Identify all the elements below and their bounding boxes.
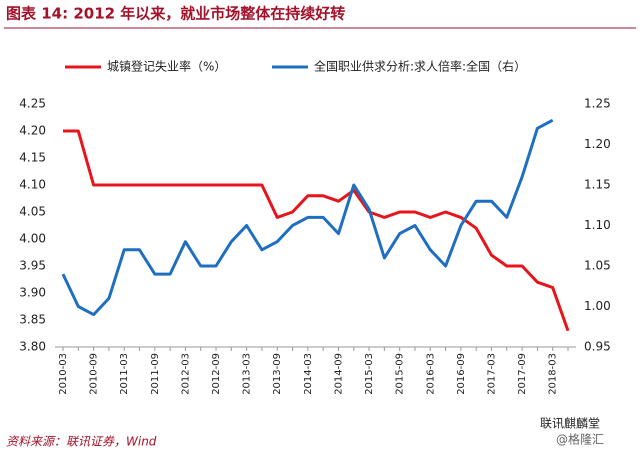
x-tick-label: 2012-03 bbox=[180, 353, 191, 395]
y-tick-label: 3.80 bbox=[19, 340, 46, 354]
y-tick-label: 3.95 bbox=[19, 259, 46, 273]
y2-tick-label: 1.05 bbox=[584, 259, 611, 273]
legend-label: 全国职业供求分析:求人倍率:全国（右） bbox=[314, 59, 526, 74]
series-line bbox=[63, 129, 570, 332]
x-tick-label: 2017-03 bbox=[486, 353, 497, 395]
y-tick-label: 3.85 bbox=[19, 313, 46, 327]
x-tick-label: 2012-09 bbox=[211, 353, 222, 395]
x-tick-label: 2014-09 bbox=[333, 353, 344, 395]
x-tick-label: 2010-03 bbox=[58, 353, 69, 395]
y-tick-label: 4.00 bbox=[19, 232, 46, 246]
y2-tick-label: 1.10 bbox=[584, 218, 611, 232]
x-tick-label: 2016-09 bbox=[456, 353, 467, 395]
x-tick-label: 2010-09 bbox=[89, 353, 100, 395]
legend-label: 城镇登记失业率（%） bbox=[107, 59, 226, 74]
chart-title: 图表 14: 2012 年以来，就业市场整体在持续好转 bbox=[6, 5, 345, 23]
y-tick-label: 4.20 bbox=[19, 124, 46, 138]
watermark: 联讯麒麟堂 bbox=[540, 416, 600, 431]
y-tick-label: 4.15 bbox=[19, 151, 46, 165]
y2-tick-label: 1.15 bbox=[584, 178, 611, 192]
y-tick-label: 4.10 bbox=[19, 178, 46, 192]
y-tick-label: 4.05 bbox=[19, 205, 46, 219]
x-tick-label: 2015-09 bbox=[395, 353, 406, 395]
y2-tick-label: 1.20 bbox=[584, 137, 611, 151]
y-tick-label: 3.90 bbox=[19, 286, 46, 300]
y2-tick-label: 1.25 bbox=[584, 97, 611, 111]
x-tick-label: 2011-03 bbox=[119, 353, 130, 395]
watermark: @格隆汇 bbox=[556, 432, 604, 447]
y-tick-label: 4.25 bbox=[19, 97, 46, 111]
x-tick-label: 2014-03 bbox=[303, 353, 314, 395]
y2-tick-label: 1.00 bbox=[584, 299, 611, 313]
x-tick-label: 2016-03 bbox=[425, 353, 436, 395]
x-tick-label: 2011-09 bbox=[150, 353, 161, 395]
series-line bbox=[61, 118, 554, 317]
x-tick-label: 2017-09 bbox=[517, 353, 528, 395]
source: 资料来源：联讯证券，Wind bbox=[6, 435, 157, 449]
x-tick-label: 2013-03 bbox=[242, 353, 253, 395]
x-tick-label: 2015-03 bbox=[364, 353, 375, 395]
x-tick-label: 2018-03 bbox=[548, 353, 559, 395]
y2-tick-label: 0.95 bbox=[584, 340, 611, 354]
x-tick-label: 2013-09 bbox=[272, 353, 283, 395]
